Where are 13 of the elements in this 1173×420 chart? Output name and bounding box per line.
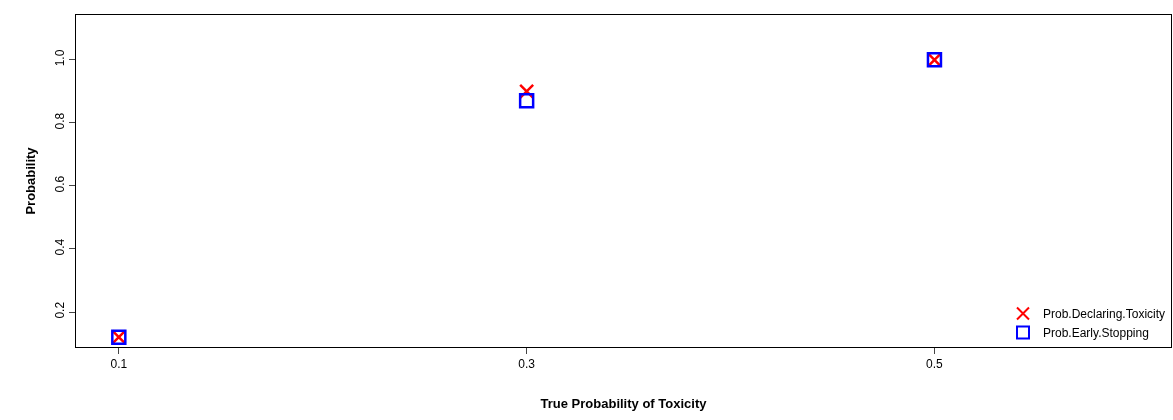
legend-label: Prob.Early.Stopping: [1043, 326, 1149, 341]
y-tick-label: 0.4: [53, 238, 68, 256]
y-tick-label: 0.6: [53, 175, 68, 193]
y-tick-label: 0.2: [53, 301, 68, 319]
point: [518, 93, 535, 109]
x-axis-title: True Probability of Toxicity: [540, 396, 708, 411]
y-tick-label: 0.8: [53, 112, 68, 130]
legend-label: Prob.Declaring.Toxicity: [1043, 307, 1166, 322]
y-tick-label: 1.0: [53, 49, 68, 67]
x-tick-label: 0.3: [518, 357, 536, 372]
x-tick-label: 0.5: [926, 357, 944, 372]
y-axis-title: Probability: [23, 146, 39, 215]
x-tick-label: 0.1: [110, 357, 128, 372]
